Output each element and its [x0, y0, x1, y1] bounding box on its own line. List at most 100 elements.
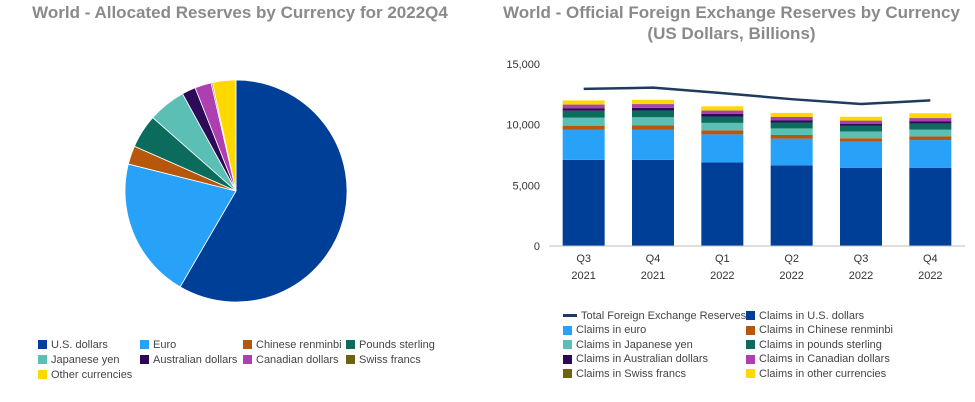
bar-segment-usd-1: [632, 159, 674, 246]
bar-segment-aud-0: [562, 108, 605, 111]
pie-slice-euro: [124, 163, 237, 288]
legend-swatch: [746, 325, 755, 335]
legend-label: Claims in Chinese renminbi: [759, 324, 893, 336]
y-tick-label: 10,000: [506, 120, 540, 132]
bar-segment-other-4: [840, 116, 882, 121]
y-tick-label: 5,000: [512, 180, 540, 192]
bar-segment-cny-0: [562, 125, 605, 130]
x-tick-label-year: 2021: [571, 270, 595, 282]
bar-segment-eur-5: [909, 140, 952, 168]
legend-swatch: [563, 369, 572, 378]
bar-segment-cny-5: [909, 136, 952, 141]
x-tick-label-quarter: Q3: [854, 253, 869, 265]
legend-swatch: [563, 354, 572, 364]
bar-segment-gbp-1: [632, 110, 674, 118]
pie-legend-item-chinese-renminbi: Chinese renminbi: [243, 338, 342, 351]
legend-swatch: [38, 370, 47, 379]
bar-chart-title: World - Official Foreign Exchange Reserv…: [503, 3, 960, 22]
legend-swatch: [563, 340, 572, 349]
bar-segment-other-2: [701, 106, 744, 111]
x-tick-label-quarter: Q4: [646, 253, 661, 265]
pie-legend-item-australian-dollars: Australian dollars: [140, 353, 237, 366]
legend-swatch: [38, 355, 47, 364]
legend-label: Claims in U.S. dollars: [759, 309, 865, 322]
legend-swatch: [346, 340, 355, 349]
y-tick-label: 0: [534, 241, 540, 253]
legend-swatch: [746, 311, 755, 320]
bar-segment-gbp-4: [840, 125, 882, 132]
legend-label: Euro: [153, 338, 177, 351]
bar-segment-aud-1: [632, 107, 674, 111]
bar-segment-eur-1: [632, 129, 674, 160]
bar-segment-jpy-0: [562, 117, 605, 126]
x-tick-label-year: 2022: [779, 270, 803, 282]
legend-label: Total Foreign Exchange Reserves: [581, 309, 747, 322]
bar-legend-item-claims-in-euro: Claims in euro: [563, 324, 646, 337]
legend-label: Claims in other currencies: [759, 367, 887, 380]
legend-label: Chinese renminbi: [256, 338, 342, 351]
legend-swatch: [243, 355, 252, 364]
bar-segment-usd-0: [562, 159, 605, 246]
pie-chart-title: World - Allocated Reserves by Currency f…: [32, 3, 448, 22]
bar-legend-item-claims-in-australian-dollars: Claims in Australian dollars: [563, 353, 708, 366]
bar-segment-eur-2: [701, 134, 744, 163]
legend-swatch: [746, 354, 755, 364]
bar-segment-jpy-3: [770, 128, 813, 135]
bar-segment-cad-4: [840, 120, 882, 124]
pie-legend-item-swiss-francs: Swiss francs: [346, 353, 421, 366]
x-tick-label-year: 2022: [918, 270, 942, 282]
x-tick-label-quarter: Q3: [576, 253, 591, 265]
bar-segment-gbp-5: [909, 123, 952, 130]
bar-legend-item-claims-in-canadian-dollars: Claims in Canadian dollars: [746, 353, 890, 366]
bar-segment-usd-5: [909, 167, 952, 246]
bar-segment-jpy-1: [632, 117, 674, 126]
bar-segment-aud-3: [770, 120, 813, 123]
total-reserves-line: [583, 86, 931, 106]
bar-segment-jpy-4: [840, 131, 882, 139]
bar-segment-other-3: [770, 112, 813, 117]
legend-label: Japanese yen: [51, 353, 120, 366]
legend-label: Australian dollars: [153, 353, 238, 366]
x-tick-label-year: 2022: [710, 270, 734, 282]
bar-segment-aud-4: [840, 123, 882, 126]
bar-segment-cny-3: [770, 134, 813, 139]
bar-segment-eur-3: [770, 138, 813, 166]
legend-label: Pounds sterling: [359, 338, 435, 351]
legend-label: Claims in Japanese yen: [576, 338, 693, 351]
pie-chart: [124, 79, 348, 303]
legend-label: Claims in euro: [576, 324, 647, 336]
bar-legend-item-total-foreign-exchange-reserves: Total Foreign Exchange Reserves: [563, 309, 746, 322]
bar-segment-eur-4: [840, 141, 882, 168]
pie-legend-item-pounds-sterling: Pounds sterling: [346, 338, 435, 351]
y-tick-label: 15,000: [506, 59, 540, 71]
legend-label: Claims in pounds sterling: [759, 338, 882, 351]
pie-legend-item-other-currencies: Other currencies: [38, 368, 132, 381]
legend-label: Claims in Canadian dollars: [759, 353, 890, 365]
legend-swatch: [746, 340, 755, 349]
legend-swatch: [38, 340, 47, 349]
bar-chart-subtitle: (US Dollars, Billions): [647, 24, 816, 43]
legend-swatch: [746, 369, 755, 378]
bar-segment-aud-2: [701, 113, 744, 117]
x-tick-label-quarter: Q1: [715, 253, 730, 265]
legend-label: U.S. dollars: [51, 338, 108, 351]
bar-segment-cad-3: [770, 117, 813, 121]
bar-segment-cad-0: [562, 104, 605, 109]
legend-swatch: [563, 325, 572, 335]
bar-segment-other-5: [909, 113, 952, 118]
bar-segment-gbp-0: [562, 110, 605, 118]
bar-segment-usd-3: [770, 165, 813, 246]
bar-segment-cad-2: [701, 110, 744, 114]
bar-segment-cad-1: [632, 104, 674, 108]
pie-slice-u-s-dollars: [179, 79, 348, 303]
bar-segment-cny-2: [701, 130, 744, 135]
bar-legend-item-claims-in-swiss-francs: Claims in Swiss francs: [563, 367, 686, 380]
bar-legend-item-claims-in-u-s-dollars: Claims in U.S. dollars: [746, 309, 864, 322]
pie-legend-item-u-s-dollars: U.S. dollars: [38, 338, 108, 351]
bar-segment-cad-5: [909, 118, 952, 122]
x-tick-label-year: 2021: [641, 270, 665, 282]
legend-label: Swiss francs: [359, 353, 421, 366]
legend-label: Claims in Swiss francs: [576, 367, 687, 380]
legend-swatch: [243, 340, 252, 349]
bar-segment-cny-4: [840, 138, 882, 142]
